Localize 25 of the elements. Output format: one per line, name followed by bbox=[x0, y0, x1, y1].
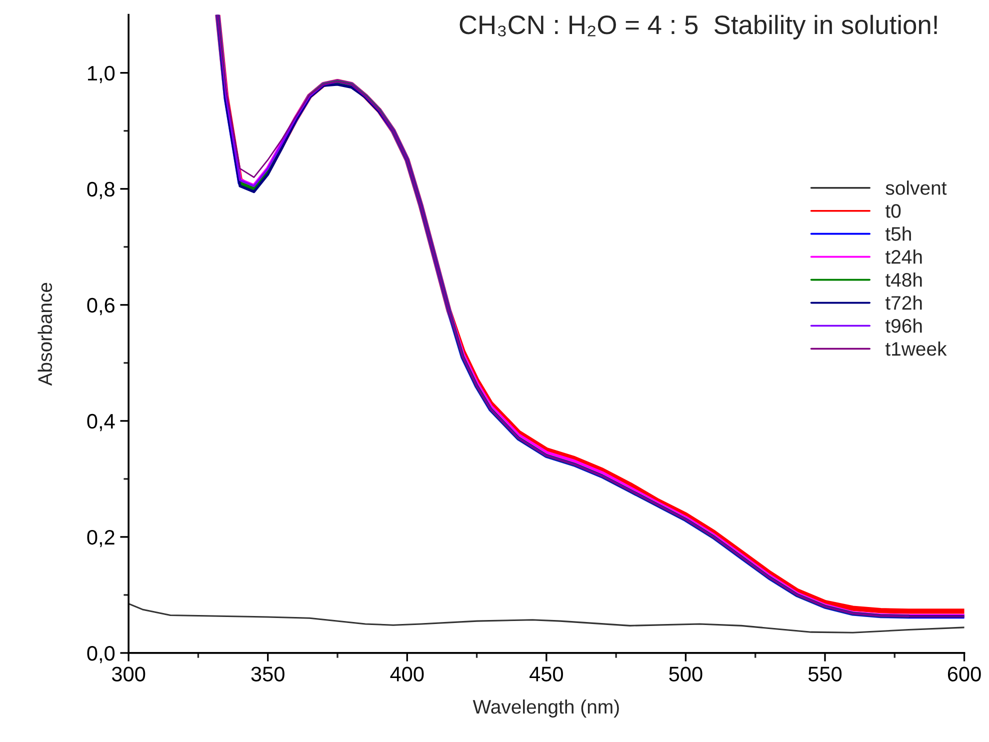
x-tick-label: 550 bbox=[808, 666, 842, 682]
legend-label: t0 bbox=[885, 204, 901, 218]
legend-label: t1week bbox=[885, 341, 947, 356]
y-axis-title: Absorbance bbox=[38, 282, 52, 386]
x-tick-label: 350 bbox=[251, 666, 284, 682]
x-tick-label: 500 bbox=[669, 666, 702, 682]
x-axis-title: Wavelength (nm) bbox=[472, 699, 619, 718]
x-tick-label: 600 bbox=[948, 666, 981, 682]
y-tick-label: 0,4 bbox=[87, 414, 115, 432]
x-tick-label: 400 bbox=[390, 666, 424, 682]
y-tick-label: 0,6 bbox=[87, 298, 114, 316]
y-tick-label: 0,0 bbox=[87, 646, 115, 664]
legend-label: t72h bbox=[885, 296, 922, 310]
legend-label: t96h bbox=[885, 318, 922, 333]
chart-title: CH₃CN : H₂O = 4 : 5 Stability in solution! bbox=[460, 14, 937, 40]
legend-label: t24h bbox=[885, 250, 922, 264]
legend-label: t5h bbox=[885, 226, 911, 241]
y-tick-label: 0,8 bbox=[87, 182, 114, 200]
y-tick-label: 1,0 bbox=[88, 66, 115, 84]
line-series bbox=[128, 602, 964, 634]
legend-label: t48h bbox=[885, 272, 922, 287]
x-tick-label: 300 bbox=[112, 666, 146, 682]
legend-label: solvent bbox=[886, 180, 947, 195]
y-tick-label: 0,2 bbox=[87, 530, 114, 548]
x-tick-label: 450 bbox=[530, 666, 563, 682]
